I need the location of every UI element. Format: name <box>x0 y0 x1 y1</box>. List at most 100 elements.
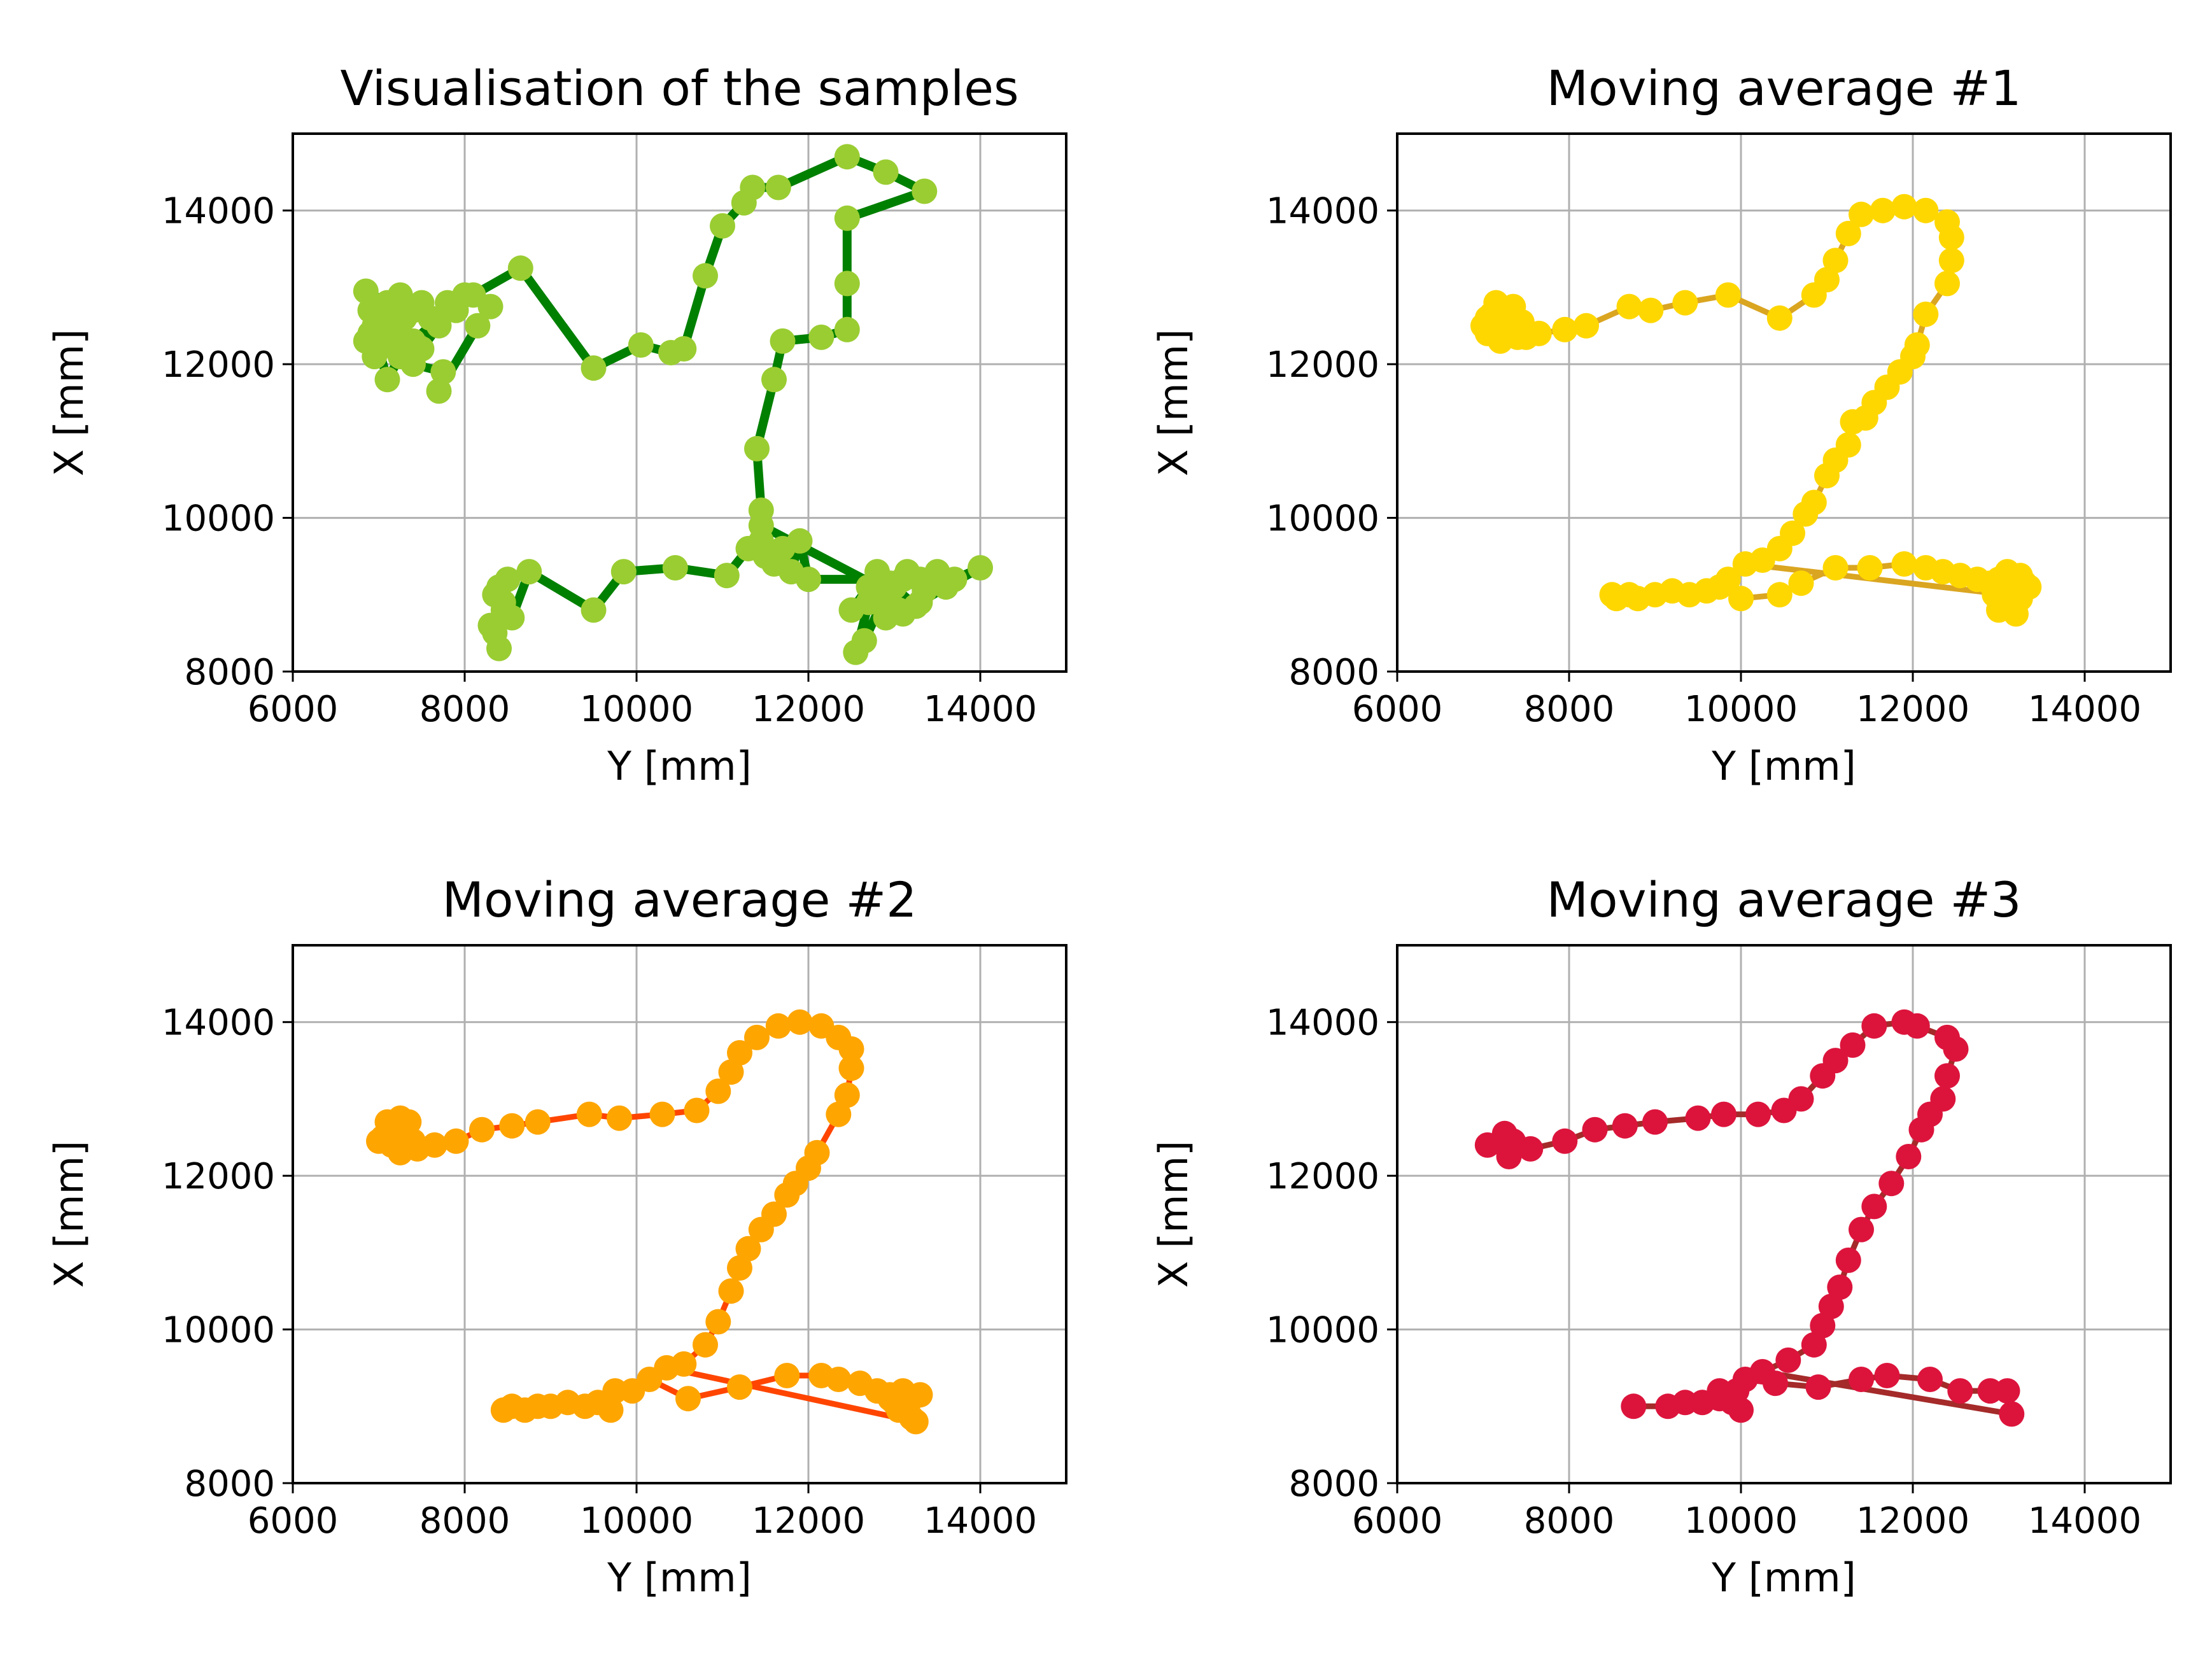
chart-title: Moving average #1 <box>1546 60 2021 116</box>
data-point <box>1496 1144 1522 1169</box>
data-point <box>649 1101 675 1127</box>
data-point <box>1621 1393 1647 1419</box>
data-point <box>838 1055 864 1081</box>
data-point <box>1835 432 1861 458</box>
data-point <box>1780 520 1805 546</box>
data-point <box>744 435 770 461</box>
data-point <box>1685 1105 1711 1131</box>
data-point <box>834 316 860 342</box>
data-point <box>1715 567 1741 593</box>
data-point <box>851 628 877 654</box>
x-axis-label: Y [mm] <box>1711 1554 1856 1601</box>
data-point <box>1801 282 1827 308</box>
data-point <box>1749 1359 1775 1384</box>
data-point <box>684 1097 710 1123</box>
data-point <box>443 297 469 323</box>
data-point <box>1913 301 1939 327</box>
plot-area <box>1470 194 2042 627</box>
data-point <box>787 1009 813 1035</box>
data-point <box>1835 220 1861 246</box>
data-point <box>426 378 452 404</box>
data-point <box>1642 1109 1668 1135</box>
data-point <box>658 340 684 365</box>
data-point <box>748 497 774 523</box>
data-point <box>705 1309 731 1335</box>
data-point <box>933 574 959 600</box>
data-point <box>693 263 718 289</box>
subplot-2: 6000 8000 10000 12000 1400080001000012000140… <box>1150 60 2172 789</box>
data-point <box>1711 1101 1736 1127</box>
data-point <box>826 1367 852 1392</box>
data-point <box>495 567 521 593</box>
x-tick-label: 14000 <box>924 689 1037 730</box>
y-tick-label: 8000 <box>184 1463 275 1505</box>
data-point <box>1904 332 1930 358</box>
data-point <box>628 332 654 358</box>
data-point <box>877 1386 903 1412</box>
data-point <box>662 555 688 581</box>
data-point <box>808 1013 835 1039</box>
data-point <box>770 328 796 354</box>
data-point <box>1934 271 1960 297</box>
plot-area <box>366 1009 933 1435</box>
y-axis-label: X [mm] <box>1150 329 1197 476</box>
data-point <box>486 635 512 661</box>
data-point <box>1672 290 1698 316</box>
x-tick-label: 8000 <box>419 689 511 730</box>
data-point <box>1947 1378 1973 1404</box>
data-point <box>1616 293 1642 320</box>
chart-title: Moving average #2 <box>442 871 917 928</box>
data-point <box>1857 555 1883 581</box>
axes-frame <box>1396 132 2172 673</box>
y-tick-label: 12000 <box>1266 1156 1379 1197</box>
data-point <box>1801 489 1827 516</box>
data-point <box>834 271 860 297</box>
data-point <box>507 255 533 281</box>
y-tick-label: 10000 <box>1266 1310 1379 1351</box>
data-point <box>1891 194 1917 220</box>
data-point <box>1574 313 1599 339</box>
data-point <box>744 1024 770 1050</box>
y-tick-label: 12000 <box>162 344 275 386</box>
y-tick-label: 10000 <box>162 498 275 540</box>
data-point <box>727 1040 752 1066</box>
y-tick-label: 14000 <box>162 191 275 232</box>
data-point <box>1861 1194 1887 1220</box>
data-point <box>1745 1101 1771 1127</box>
data-point <box>903 1409 929 1435</box>
y-axis-label: X [mm] <box>46 329 92 476</box>
data-point <box>1766 305 1793 331</box>
data-point <box>581 355 607 381</box>
plot-area <box>1474 1009 2025 1427</box>
data-point <box>1788 570 1814 596</box>
data-point <box>727 1374 752 1400</box>
data-point <box>1999 1401 2025 1427</box>
x-tick-label: 6000 <box>248 689 339 730</box>
data-point <box>808 324 835 350</box>
data-point <box>834 144 860 170</box>
x-axis-label: Y [mm] <box>607 743 752 789</box>
x-tick-label: 8000 <box>1524 1500 1615 1542</box>
data-point <box>400 1128 426 1154</box>
data-point <box>1822 555 1849 581</box>
y-tick-label: 14000 <box>1266 191 1379 232</box>
data-point <box>374 367 400 393</box>
y-tick-label: 8000 <box>1288 1463 1379 1505</box>
y-tick-label: 10000 <box>1266 498 1379 540</box>
x-tick-label: 12000 <box>1856 1500 1969 1542</box>
x-tick-label: 6000 <box>1352 1500 1443 1542</box>
data-point <box>1818 1293 1844 1320</box>
data-point <box>1891 551 1917 577</box>
y-tick-label: 14000 <box>162 1003 275 1044</box>
data-point <box>1938 248 1964 274</box>
subplot-4: 6000 8000 10000 12000 1400080001000012000140… <box>1150 871 2172 1601</box>
data-point <box>675 1386 701 1412</box>
x-tick-label: 10000 <box>1684 689 1798 730</box>
data-point <box>903 593 929 619</box>
data-point <box>1766 582 1793 608</box>
data-point <box>834 205 860 231</box>
data-point <box>1728 1397 1754 1423</box>
x-tick-label: 10000 <box>1684 1500 1798 1542</box>
data-point <box>1771 1097 1797 1123</box>
